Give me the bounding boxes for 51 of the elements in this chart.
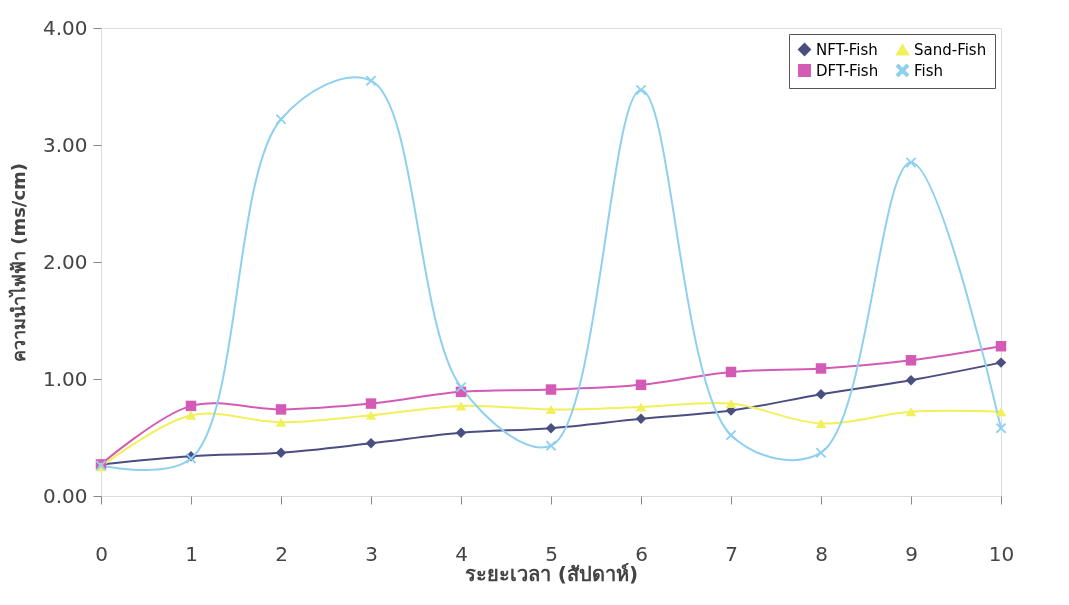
point: [725, 366, 737, 378]
point: [275, 404, 287, 415]
point: [545, 384, 557, 395]
point: [905, 407, 917, 417]
point: [365, 410, 377, 420]
x-tick-label: 3: [365, 541, 378, 566]
point: [275, 114, 287, 125]
point: [275, 447, 287, 458]
y-axis-title: ความนำไฟฟ้า (ms/cm): [7, 162, 29, 363]
point: [185, 400, 197, 412]
point: [815, 388, 827, 400]
x-tick-label: 8: [815, 541, 828, 566]
point: [995, 422, 1007, 434]
x-tick-label: 1: [185, 541, 198, 566]
point: [635, 84, 647, 96]
legend-label: DFT-Fish: [816, 61, 879, 80]
point: [455, 401, 467, 411]
point: [185, 410, 197, 420]
point: [545, 422, 557, 434]
point: [995, 357, 1007, 368]
point: [365, 438, 377, 449]
point: [725, 399, 737, 409]
legend-label: NFT-Fish: [816, 40, 878, 59]
point: [635, 413, 647, 425]
point: [275, 417, 287, 427]
point: [815, 418, 827, 428]
y-tick-label: 2.00: [42, 249, 88, 274]
point: [815, 363, 827, 374]
y-tick-label: 1.00: [42, 366, 88, 391]
point: [545, 404, 557, 414]
point: [905, 374, 917, 386]
point: [635, 379, 647, 391]
y-tick-label: 0.00: [42, 483, 88, 508]
legend-label: Sand-Fish: [914, 40, 987, 59]
x-tick-label: 10: [988, 541, 1015, 566]
point: [725, 429, 737, 441]
x-tick-label: 9: [905, 541, 918, 566]
point: [365, 398, 377, 409]
x-tick-label: 7: [725, 541, 738, 566]
point: [455, 381, 467, 393]
point: [995, 407, 1007, 417]
point: [995, 341, 1007, 352]
point: [905, 355, 917, 366]
y-tick-label: 4.00: [42, 15, 88, 40]
x-tick-label: 0: [95, 541, 108, 566]
legend-label: Fish: [914, 61, 944, 80]
x-tick-label: 2: [275, 541, 288, 566]
point: [635, 402, 647, 412]
point: [815, 447, 827, 458]
y-tick-label: 3.00: [42, 132, 88, 157]
point: [455, 427, 467, 439]
